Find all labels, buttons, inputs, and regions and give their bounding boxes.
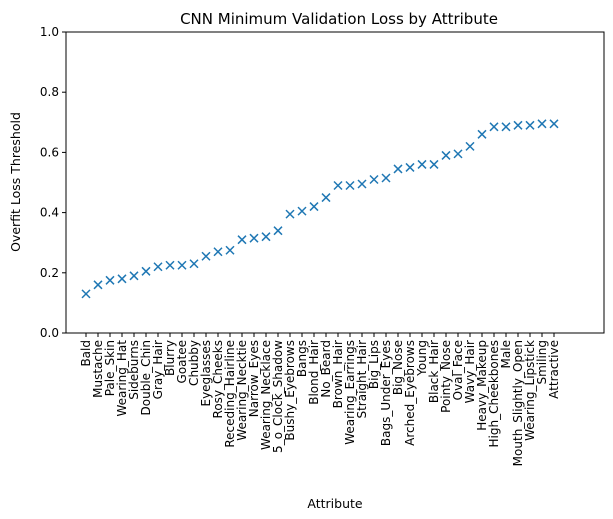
data-point xyxy=(465,141,475,151)
data-point xyxy=(429,159,439,169)
data-markers xyxy=(81,119,559,299)
x-axis-ticks: BaldMustachePale_SkinWearing_HatSideburn… xyxy=(79,333,561,466)
x-tick-label: Bags_Under_Eyes xyxy=(379,340,393,446)
y-tick-label: 1.0 xyxy=(40,25,59,39)
chart-title: CNN Minimum Validation Loss by Attribute xyxy=(180,10,498,28)
data-point xyxy=(213,247,223,257)
x-tick-label: No_Beard xyxy=(319,340,333,398)
plot-frame xyxy=(65,31,605,334)
x-tick-label: Chubby xyxy=(187,340,201,386)
x-tick-label: Sideburns xyxy=(127,340,141,400)
x-tick-label: Bald xyxy=(79,340,93,367)
data-point xyxy=(513,120,523,130)
x-tick-label: Double_Chin xyxy=(139,340,153,415)
x-tick-label: Mouth_Slightly_Open xyxy=(511,340,525,466)
x-tick-label: Mustache xyxy=(91,340,105,398)
data-point xyxy=(141,266,151,276)
x-tick-label: Black_Hair xyxy=(427,340,441,403)
data-point xyxy=(81,289,91,299)
x-tick-label: Wearing_Lipstick xyxy=(523,340,537,441)
data-point xyxy=(417,159,427,169)
data-point xyxy=(93,280,103,290)
x-tick-label: Wearing_Necktie xyxy=(235,340,249,441)
data-point xyxy=(369,174,379,185)
data-point xyxy=(477,129,487,139)
x-tick-label: Wearing_Hat xyxy=(115,340,129,417)
data-point xyxy=(345,180,355,191)
data-point xyxy=(501,122,511,132)
x-tick-label: High_Cheekbones xyxy=(487,340,501,447)
x-tick-label: Straight_Hair xyxy=(355,340,369,419)
data-point xyxy=(225,245,235,255)
x-tick-label: Goatee xyxy=(175,340,189,383)
x-tick-label: Smiling xyxy=(535,340,549,385)
x-tick-label: Oval_Face xyxy=(451,340,465,400)
data-point xyxy=(129,271,139,281)
x-tick-label: Young xyxy=(415,340,429,377)
data-point xyxy=(117,274,127,284)
data-point xyxy=(273,226,283,236)
x-tick-label: Wearing_Necklace xyxy=(259,340,273,450)
data-point xyxy=(285,209,295,219)
data-point xyxy=(297,206,307,216)
data-point xyxy=(525,120,535,130)
y-tick-label: 0.0 xyxy=(40,326,59,340)
x-tick-label: Rosy_Cheeks xyxy=(211,340,225,418)
x-tick-label: Male xyxy=(499,340,513,368)
data-point xyxy=(357,179,367,189)
data-point xyxy=(105,275,115,285)
data-point xyxy=(393,164,403,174)
data-point xyxy=(309,202,319,212)
x-tick-label: Brown_Hair xyxy=(331,340,345,408)
data-point xyxy=(261,232,271,242)
x-tick-label: Pale_Skin xyxy=(103,340,117,396)
y-tick-label: 0.6 xyxy=(40,145,59,159)
data-point xyxy=(249,233,259,243)
x-tick-label: Wavy_Hair xyxy=(463,340,477,403)
data-point xyxy=(405,162,415,172)
data-point xyxy=(537,119,547,129)
x-tick-label: Gray_Hair xyxy=(151,340,165,399)
y-axis-ticks: 0.0 0.2 0.4 0.6 0.8 1.0 xyxy=(40,25,66,340)
y-axis-label: Overfit Loss Threshold xyxy=(8,112,23,252)
x-axis-label: Attribute xyxy=(307,496,363,511)
x-tick-label: Narrow_Eyes xyxy=(247,340,261,417)
y-tick-label: 0.8 xyxy=(40,85,59,99)
data-point xyxy=(333,180,343,191)
x-tick-label: Heavy_Makeup xyxy=(475,340,489,431)
data-point xyxy=(441,150,451,160)
x-tick-label: Blurry xyxy=(163,340,177,376)
x-tick-label: Pointy_Nose xyxy=(439,340,453,413)
x-tick-label: Big_Lips xyxy=(367,340,381,389)
data-point xyxy=(237,235,247,245)
data-point xyxy=(177,260,187,270)
data-point xyxy=(321,193,331,203)
data-point xyxy=(189,259,199,269)
data-point xyxy=(153,262,163,272)
x-tick-label: Attractive xyxy=(547,340,561,399)
x-tick-label: Arched_Eyebrows xyxy=(403,340,417,446)
data-point xyxy=(489,122,499,132)
x-tick-label: Bushy_Eyebrows xyxy=(283,340,297,441)
y-tick-label: 0.4 xyxy=(40,206,59,220)
data-point xyxy=(549,119,559,129)
data-point xyxy=(453,149,463,159)
x-tick-label: Bangs xyxy=(295,340,309,377)
y-tick-label: 0.2 xyxy=(40,266,59,280)
x-tick-label: Eyeglasses xyxy=(199,340,213,407)
x-tick-label: 5_o_Clock_Shadow xyxy=(271,340,285,453)
x-tick-label: Wearing_Earrings xyxy=(343,340,357,445)
x-tick-label: Receding_Hairline xyxy=(223,340,237,448)
data-point xyxy=(165,260,175,270)
data-point xyxy=(201,251,211,261)
x-tick-label: Blond_Hair xyxy=(307,340,321,405)
x-tick-label: Big_Nose xyxy=(391,340,405,395)
data-point xyxy=(381,173,391,183)
